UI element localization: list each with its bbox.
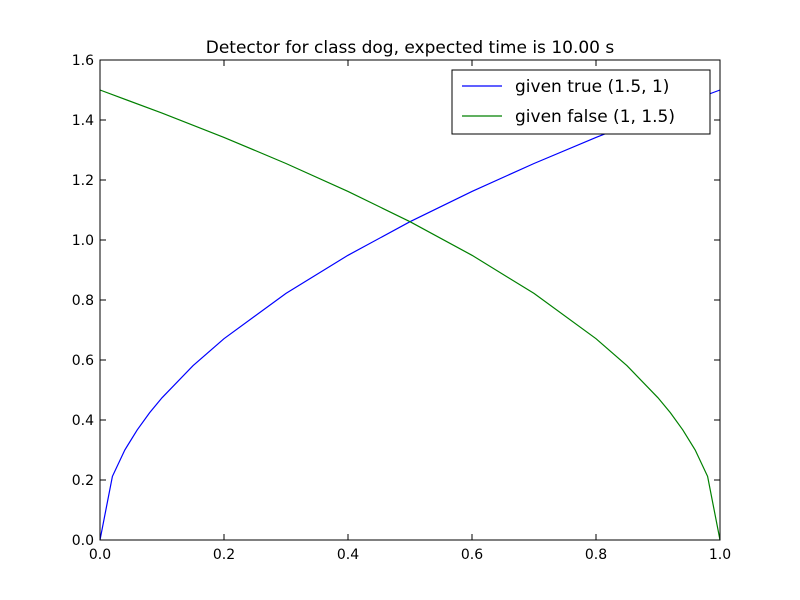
series-line-1 bbox=[99, 89, 721, 541]
legend-label-given-false: given false (1, 1.5) bbox=[515, 107, 675, 127]
legend-box bbox=[451, 69, 711, 135]
chart-title: Detector for class dog, expected time is… bbox=[206, 38, 615, 58]
y-tick-label: 1.2 bbox=[72, 173, 94, 189]
series-layer bbox=[99, 89, 721, 541]
y-tick-label: 1.6 bbox=[72, 53, 94, 69]
y-tick-label: 0.2 bbox=[72, 473, 94, 489]
y-tick-label: 1.0 bbox=[72, 233, 94, 249]
legend: given true (1.5, 1) given false (1, 1.5) bbox=[451, 69, 711, 135]
y-tick-label: 0.4 bbox=[72, 413, 94, 429]
ticks-layer: 0.0 0.2 0.4 0.6 0.8 1.0 0.0 0.2 0.4 0.6 0.8 1.0 1.2 1… bbox=[72, 53, 731, 563]
y-tick-label: 0.0 bbox=[72, 533, 94, 549]
x-tick-label: 0.4 bbox=[337, 547, 359, 563]
x-tick-label: 0.6 bbox=[461, 547, 483, 563]
legend-label-given-true: given true (1.5, 1) bbox=[515, 77, 669, 97]
y-tick-label: 0.6 bbox=[72, 353, 94, 369]
x-tick-label: 0.0 bbox=[89, 547, 111, 563]
series-line-0 bbox=[99, 89, 721, 541]
x-tick-label: 0.8 bbox=[585, 547, 607, 563]
x-tick-label: 0.2 bbox=[213, 547, 235, 563]
y-tick-label: 0.8 bbox=[72, 293, 94, 309]
y-tick-label: 1.4 bbox=[72, 113, 94, 129]
x-tick-label: 1.0 bbox=[709, 547, 731, 563]
